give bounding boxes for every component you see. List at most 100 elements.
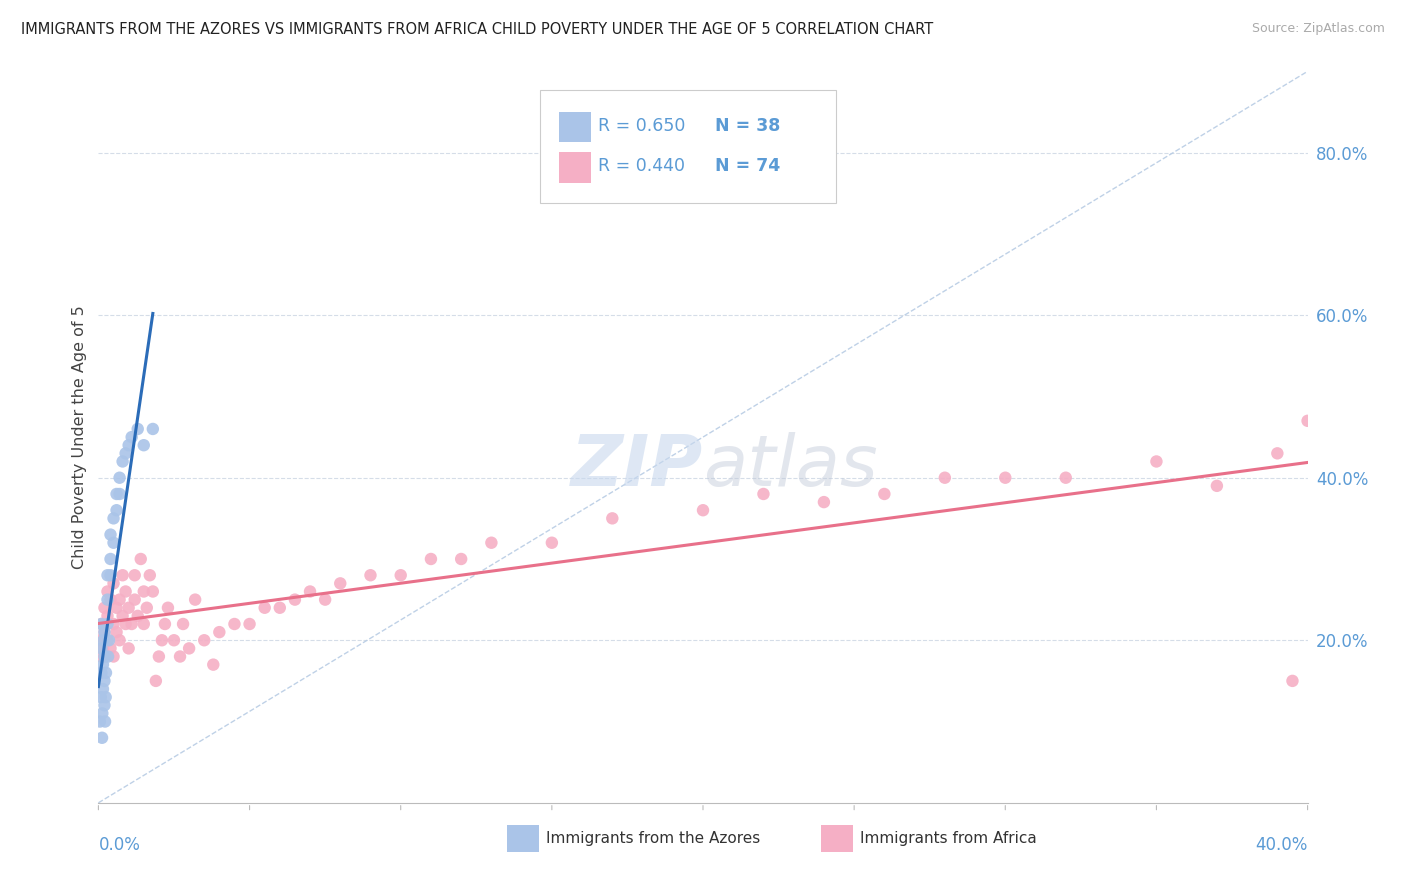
Text: R = 0.650: R = 0.650 [598, 117, 685, 136]
Point [111, 454, 134, 468]
Point [172, 617, 194, 632]
Point [105, 503, 128, 517]
Point [89, 633, 111, 648]
Point [129, 552, 152, 566]
Point [96, 633, 118, 648]
Point [239, 617, 262, 632]
Point [105, 487, 128, 501]
Point [156, 600, 179, 615]
Point [111, 608, 134, 623]
Point [93, 633, 115, 648]
Point [121, 430, 143, 444]
Point [91, 706, 114, 721]
FancyBboxPatch shape [560, 152, 591, 183]
Point [224, 617, 246, 632]
Point [450, 552, 472, 566]
Point [184, 592, 207, 607]
Point [752, 487, 775, 501]
Point [91, 681, 114, 696]
Point [96, 584, 118, 599]
Text: R = 0.440: R = 0.440 [598, 158, 685, 176]
Text: Immigrants from the Azores: Immigrants from the Azores [546, 831, 761, 847]
Point [127, 422, 149, 436]
Point [100, 527, 122, 541]
Point [111, 568, 134, 582]
Point [118, 641, 141, 656]
Point [96, 617, 118, 632]
Point [94, 690, 117, 705]
Point [90, 641, 112, 656]
Point [314, 592, 336, 607]
Point [93, 625, 115, 640]
Point [873, 487, 896, 501]
Point [124, 568, 146, 582]
Point [148, 649, 170, 664]
Point [692, 503, 714, 517]
Text: N = 38: N = 38 [716, 117, 780, 136]
Point [1281, 673, 1303, 688]
FancyBboxPatch shape [540, 90, 837, 203]
Point [193, 633, 215, 648]
Point [96, 568, 118, 582]
Point [103, 535, 125, 549]
Point [91, 731, 114, 745]
Point [98, 633, 121, 648]
Point [96, 608, 118, 623]
Point [142, 422, 165, 436]
Point [90, 617, 112, 632]
Point [150, 633, 173, 648]
Point [103, 511, 125, 525]
Point [103, 576, 125, 591]
Point [89, 714, 111, 729]
Point [360, 568, 382, 582]
Text: atlas: atlas [703, 432, 877, 500]
Point [114, 617, 136, 632]
Point [90, 617, 112, 632]
Point [813, 495, 835, 509]
Point [118, 438, 141, 452]
Point [127, 608, 149, 623]
Point [93, 625, 115, 640]
Point [90, 665, 112, 680]
Point [108, 487, 131, 501]
Point [124, 592, 146, 607]
Point [114, 584, 136, 599]
Point [1267, 446, 1289, 460]
Point [202, 657, 225, 672]
FancyBboxPatch shape [560, 112, 591, 143]
Point [94, 714, 117, 729]
Text: ZIP: ZIP [571, 432, 703, 500]
Point [420, 552, 443, 566]
Text: Immigrants from Africa: Immigrants from Africa [860, 831, 1038, 847]
Point [135, 600, 157, 615]
Point [139, 568, 162, 582]
Point [100, 568, 122, 582]
Point [540, 535, 562, 549]
Y-axis label: Child Poverty Under the Age of 5: Child Poverty Under the Age of 5 [72, 305, 87, 569]
Point [169, 649, 191, 664]
Point [100, 592, 122, 607]
Point [93, 698, 115, 713]
Point [91, 657, 114, 672]
Point [269, 600, 291, 615]
Point [108, 592, 131, 607]
Point [1144, 454, 1167, 468]
Point [145, 673, 167, 688]
Text: Source: ZipAtlas.com: Source: ZipAtlas.com [1251, 22, 1385, 36]
Point [179, 641, 201, 656]
Point [481, 535, 503, 549]
FancyBboxPatch shape [508, 825, 538, 852]
Point [299, 584, 322, 599]
Point [94, 665, 117, 680]
Point [100, 641, 122, 656]
Point [284, 592, 307, 607]
Point [118, 600, 141, 615]
Point [389, 568, 412, 582]
Point [100, 552, 122, 566]
Point [91, 641, 114, 656]
Point [103, 649, 125, 664]
Point [90, 690, 112, 705]
Point [132, 584, 155, 599]
Point [108, 633, 131, 648]
Point [105, 600, 128, 615]
